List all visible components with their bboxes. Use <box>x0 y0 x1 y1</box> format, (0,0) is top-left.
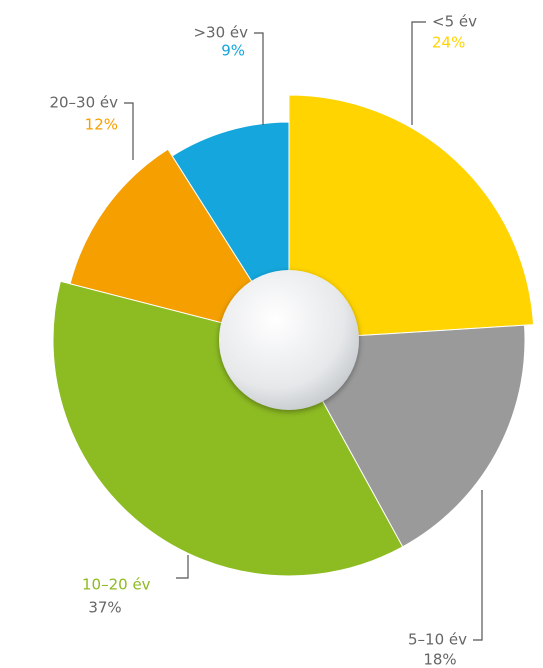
slice-label: 10–20 év <box>82 576 151 594</box>
value-label: 37% <box>88 599 121 617</box>
leader-line <box>254 32 264 125</box>
leader-line <box>176 555 189 579</box>
pie-slice <box>69 148 291 341</box>
value-label: 12% <box>85 116 118 134</box>
slice-label: >30 év <box>193 24 248 42</box>
value-label: 18% <box>423 651 456 668</box>
leader-line <box>473 490 483 641</box>
pie-slice <box>52 280 404 577</box>
leader-line <box>124 102 134 160</box>
slice-label: 20–30 év <box>49 94 118 112</box>
slice-label: 5–10 év <box>408 631 467 649</box>
value-label: 24% <box>432 34 465 52</box>
leader-line <box>411 21 426 125</box>
pie-slice <box>288 324 526 548</box>
slice-label: <5 év <box>432 13 477 31</box>
value-label: 9% <box>221 42 245 60</box>
hub <box>219 270 359 410</box>
pie-slice <box>288 94 535 341</box>
